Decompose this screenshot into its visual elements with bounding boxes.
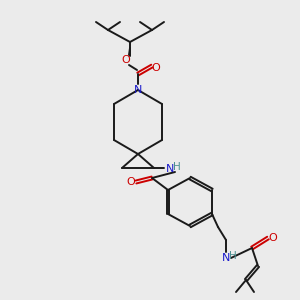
Text: H: H	[229, 251, 237, 261]
Text: O: O	[268, 233, 278, 243]
Text: N: N	[222, 253, 230, 263]
Text: H: H	[173, 162, 181, 172]
Text: N: N	[166, 164, 174, 174]
Text: O: O	[122, 55, 130, 65]
Text: N: N	[134, 85, 142, 95]
Text: O: O	[127, 177, 135, 187]
Text: O: O	[152, 63, 160, 73]
